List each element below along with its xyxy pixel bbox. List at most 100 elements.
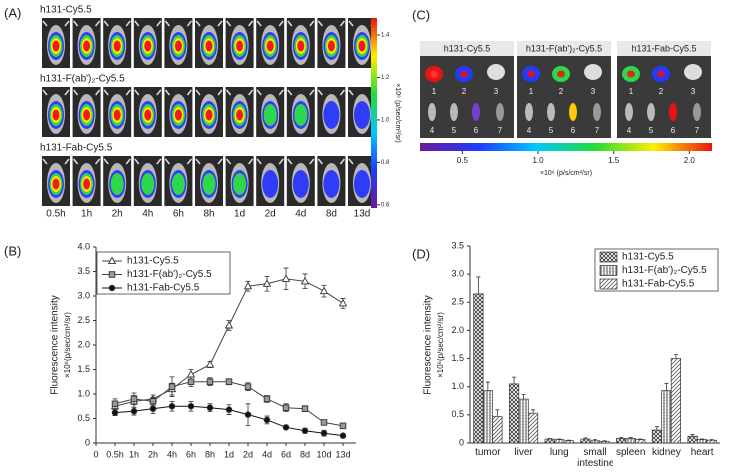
x-tick-label: 2d xyxy=(243,449,253,459)
bar xyxy=(687,435,698,444)
organ xyxy=(496,103,504,121)
timepoint-label: 8h xyxy=(203,209,214,220)
timepoint-label: 2d xyxy=(265,209,276,220)
signal-core xyxy=(83,178,91,190)
x-tick-label: 6d xyxy=(281,449,291,459)
signal-mid xyxy=(233,173,247,195)
organ xyxy=(593,103,601,121)
row-label: h131-Fab-Cy5.5 xyxy=(40,143,113,154)
image-header xyxy=(420,41,514,56)
marker xyxy=(282,404,290,411)
marker xyxy=(282,424,290,431)
mouse-legs xyxy=(317,89,345,96)
y-tick-label: 1.5 xyxy=(451,353,464,363)
signal-core xyxy=(52,40,60,52)
organ xyxy=(450,103,458,121)
signal-core xyxy=(205,109,213,121)
marker xyxy=(168,383,176,390)
organ-number: 5 xyxy=(549,126,554,135)
organ-number: 1 xyxy=(629,87,634,96)
error-bar xyxy=(664,382,669,391)
error-bar xyxy=(593,439,597,441)
signal-core xyxy=(52,109,60,121)
error-bar xyxy=(547,438,552,440)
colorbar xyxy=(420,143,712,151)
legend-label: h131-Cy5.5 xyxy=(622,252,674,263)
organ-number: 2 xyxy=(559,87,564,96)
mouse-legs xyxy=(42,89,70,96)
organ-number: 6 xyxy=(571,126,576,135)
marker xyxy=(244,411,252,418)
organ xyxy=(487,64,505,80)
y-tick-label: 2.5 xyxy=(451,297,464,307)
error-bar xyxy=(628,436,633,439)
organ-core xyxy=(527,70,535,78)
error-bar xyxy=(638,438,643,440)
organ-number: 4 xyxy=(627,126,632,135)
signal-mid xyxy=(294,104,308,126)
x-tick-label: liver xyxy=(514,447,533,458)
organ xyxy=(547,103,555,121)
marker xyxy=(281,274,291,282)
y-axis-unit: ×10⁶(p/sec/cm²/sr) xyxy=(436,312,445,378)
x-tick-label: spleen xyxy=(615,447,646,458)
legend-swatch xyxy=(599,265,618,276)
error-bar xyxy=(531,409,536,414)
error-bar xyxy=(583,437,588,440)
y-tick-label: 2.0 xyxy=(451,325,464,335)
mouse-legs xyxy=(195,158,223,165)
y-axis-label: Fluorescence intensity xyxy=(423,295,434,395)
organ xyxy=(584,64,602,80)
x-tick-label-box: kidney xyxy=(652,447,681,458)
error-bar xyxy=(700,438,705,440)
organ-number: 1 xyxy=(432,87,437,96)
marker xyxy=(225,406,233,413)
marker xyxy=(187,378,195,386)
signal-outer xyxy=(292,170,309,198)
organ-number: 7 xyxy=(595,126,600,135)
mouse-legs xyxy=(287,20,315,27)
mouse-legs xyxy=(164,89,192,96)
organ xyxy=(625,103,633,121)
colorbar-tick-label: 0.6 xyxy=(381,202,390,208)
bar xyxy=(661,390,672,444)
bar xyxy=(473,293,484,444)
error-bar xyxy=(512,376,517,384)
timepoint-label: 1h xyxy=(81,209,92,220)
colorbar-label: ×10⁶ (p/s/cm²/sr) xyxy=(540,170,592,177)
timepoint-label: 8d xyxy=(326,209,337,220)
error-bar xyxy=(673,354,678,359)
organ-number: 5 xyxy=(649,126,654,135)
line xyxy=(114,278,344,407)
organ-number: 4 xyxy=(430,126,435,135)
signal-core xyxy=(52,178,60,190)
signal-core xyxy=(297,40,305,52)
signal-core xyxy=(266,40,274,52)
colorbar-tick-label: 2.0 xyxy=(684,156,696,165)
marker xyxy=(187,403,195,410)
legend-swatch xyxy=(599,251,618,263)
legend-label: h131-Fab-Cy5.5 xyxy=(622,279,695,290)
organ xyxy=(693,103,701,121)
bar xyxy=(518,398,529,444)
signal-core xyxy=(174,40,182,52)
y-tick-label: 3.0 xyxy=(77,290,90,300)
legend-label: h131-F(ab')₂-Cy5.5 xyxy=(622,265,707,276)
marker xyxy=(111,409,119,416)
mouse-legs xyxy=(256,89,284,96)
signal-outer xyxy=(262,170,279,198)
mouse-legs xyxy=(317,158,345,165)
organ xyxy=(428,103,436,121)
bar xyxy=(527,412,539,444)
marker xyxy=(149,405,157,412)
organ-number: 4 xyxy=(527,126,532,135)
marker xyxy=(338,298,348,307)
mouse-legs xyxy=(256,20,284,27)
mouse-legs xyxy=(73,89,101,96)
signal-mid xyxy=(141,173,155,195)
mouse-legs xyxy=(103,89,131,96)
marker xyxy=(319,286,329,295)
signal-core xyxy=(236,40,244,52)
marker xyxy=(111,400,119,408)
organ xyxy=(669,103,677,121)
